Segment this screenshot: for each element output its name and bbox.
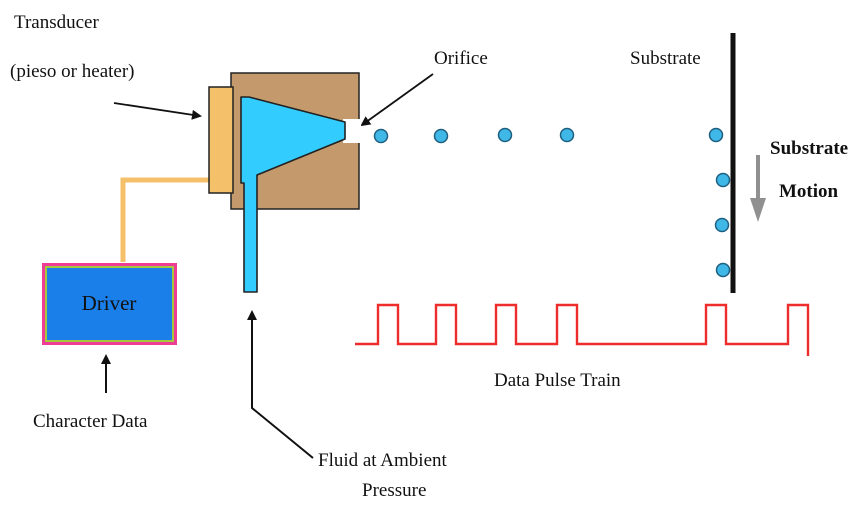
character-data-label: Character Data [33, 411, 148, 432]
substrate-motion-arrow-head [750, 198, 766, 222]
deposited-droplet-2 [715, 172, 731, 188]
nozzle-notch [343, 119, 361, 143]
droplet-4 [559, 127, 575, 143]
substrate-motion-label-line1: Substrate [770, 138, 848, 159]
droplet-3 [497, 127, 513, 143]
fluid-chamber [240, 96, 346, 293]
droplet-1 [373, 128, 389, 144]
fluid-label-line1: Fluid at Ambient [318, 450, 448, 471]
driver-box [45, 266, 174, 342]
data-pulse-train-label: Data Pulse Train [494, 370, 621, 391]
deposited-droplet-4 [715, 262, 731, 278]
substrate-label: Substrate [630, 48, 701, 69]
orifice-arrow [360, 73, 434, 127]
substrate-motion-label-line2: Motion [779, 181, 839, 202]
deposited-droplet-1 [708, 127, 724, 143]
deposited-droplet-3 [714, 217, 730, 233]
fluid-arrow [247, 310, 314, 459]
transducer-arrow [113, 102, 202, 120]
transducer-plate [208, 86, 234, 194]
transducer-label-line2: (pieso or heater) [10, 61, 135, 82]
fluid-label-line2: Pressure [362, 480, 426, 501]
driver-label: Driver [82, 291, 137, 315]
droplet-2 [433, 128, 449, 144]
transducer-label-line1: Transducer [14, 12, 99, 33]
orifice-label: Orifice [434, 48, 488, 69]
driver-feed-line [120, 177, 210, 262]
data-pulse-train [355, 303, 810, 356]
